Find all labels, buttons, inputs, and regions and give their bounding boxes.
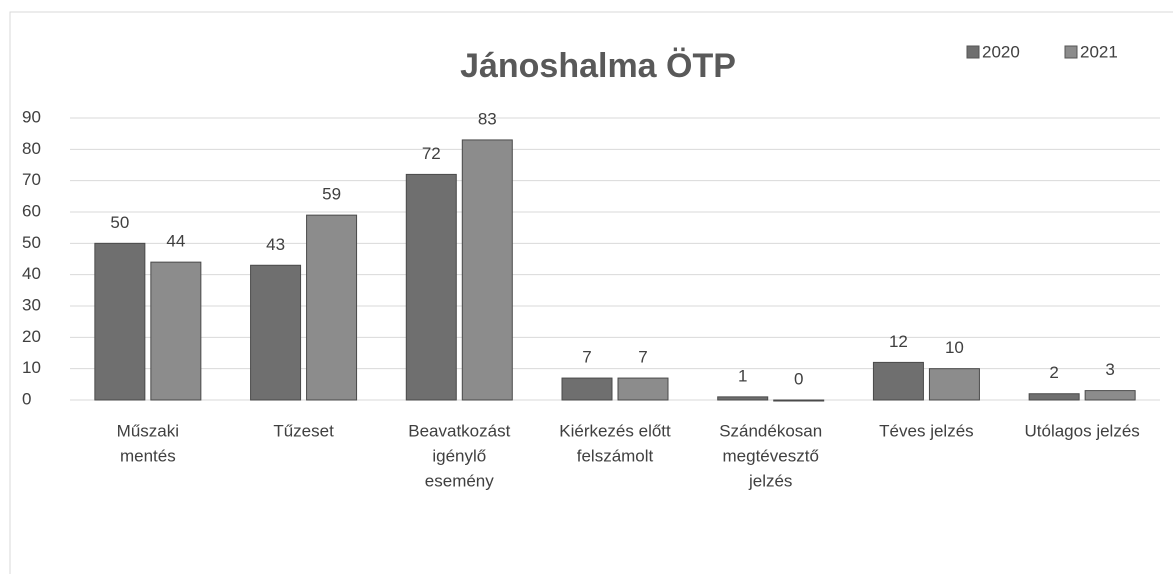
data-label: 59 [322, 185, 341, 204]
data-label: 10 [945, 338, 964, 357]
data-label: 7 [582, 348, 591, 367]
data-label: 72 [422, 144, 441, 163]
x-tick-label: Kiérkezés előtt [559, 421, 671, 440]
chart-border [9, 11, 1173, 574]
bar [617, 377, 669, 401]
y-tick-label: 80 [22, 139, 41, 158]
bar [306, 214, 358, 401]
y-tick-label: 0 [22, 389, 31, 408]
x-tick-label: Téves jelzés [879, 421, 973, 440]
x-tick-label: Műszaki [117, 421, 179, 440]
chart-title: Jánoshalma ÖTP [460, 47, 736, 85]
bar [1028, 393, 1080, 401]
y-tick-label: 60 [22, 201, 41, 220]
bar [561, 377, 613, 401]
x-tick-label: felszámolt [577, 446, 654, 465]
legend-swatch [1064, 45, 1078, 59]
x-tick-label: Utólagos jelzés [1025, 421, 1140, 440]
bar [405, 173, 457, 401]
bar [1084, 390, 1136, 401]
data-label: 1 [738, 366, 747, 385]
data-label: 43 [266, 235, 285, 254]
data-label: 0 [794, 369, 803, 388]
data-label: 3 [1105, 360, 1114, 379]
legend-swatch [966, 45, 980, 59]
data-label: 44 [166, 232, 185, 251]
data-label: 7 [638, 348, 647, 367]
x-tick-label: mentés [120, 446, 176, 465]
data-label: 50 [110, 213, 129, 232]
y-tick-label: 90 [22, 107, 41, 126]
x-tick-label: esemény [425, 471, 494, 490]
y-tick-label: 40 [22, 264, 41, 283]
bar [461, 139, 513, 401]
data-label: 2 [1049, 363, 1058, 382]
x-tick-label: Tűzeset [273, 421, 334, 440]
bar [717, 396, 769, 401]
x-tick-label: Szándékosan [719, 421, 822, 440]
y-tick-label: 30 [22, 295, 41, 314]
bar [250, 264, 302, 401]
bar [94, 242, 146, 401]
x-tick-label: megtévesztő [723, 446, 819, 465]
x-tick-label: Beavatkozást [408, 421, 510, 440]
x-tick-label: igénylő [432, 446, 486, 465]
y-tick-label: 20 [22, 327, 41, 346]
data-label: 12 [889, 332, 908, 351]
legend-label: 2021 [1080, 42, 1118, 61]
bar [773, 399, 825, 402]
bar [928, 368, 980, 401]
data-label: 83 [478, 109, 497, 128]
y-tick-label: 70 [22, 170, 41, 189]
x-tick-label: jelzés [748, 471, 792, 490]
y-tick-label: 50 [22, 233, 41, 252]
legend-label: 2020 [982, 42, 1020, 61]
bar [872, 361, 924, 401]
y-tick-label: 10 [22, 358, 41, 377]
bar [150, 261, 202, 401]
